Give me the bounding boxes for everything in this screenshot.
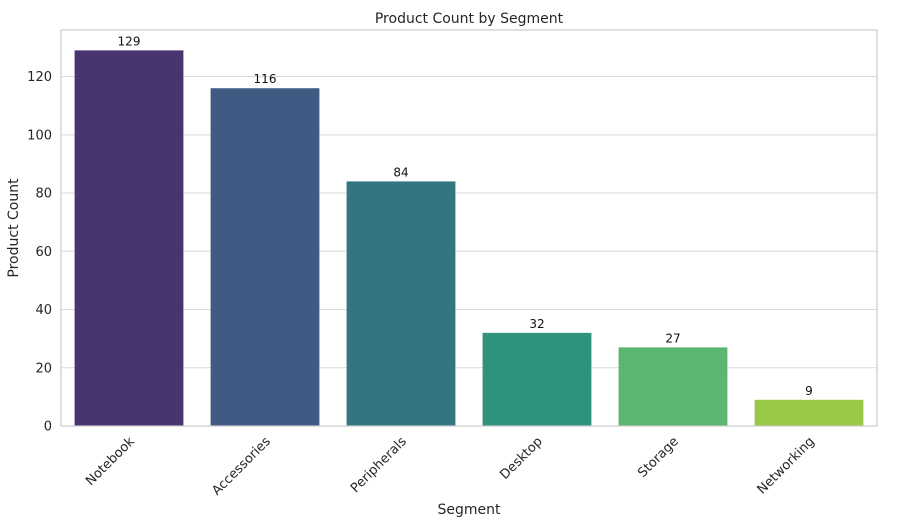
data-label-desktop: 32: [529, 317, 544, 331]
y-tick-label: 80: [35, 187, 52, 202]
y-tick-label: 100: [27, 128, 52, 143]
gridlines: [61, 76, 877, 427]
bar-desktop: [482, 332, 592, 426]
y-axis-label: Product Count: [6, 178, 22, 278]
chart-title: Product Count by Segment: [375, 11, 564, 27]
bar-notebook: [74, 50, 184, 426]
x-tick-label-networking: Networking: [755, 434, 818, 497]
y-tick-label: 60: [35, 245, 52, 260]
y-tick-label: 20: [35, 361, 52, 376]
y-tick-label: 40: [35, 303, 52, 318]
data-labels: 129 116 84 32 27 9: [118, 34, 813, 397]
bar-accessories: [210, 88, 320, 426]
plot-frame: [60, 29, 878, 427]
data-label-peripherals: 84: [393, 165, 408, 179]
bar-peripherals: [346, 181, 456, 426]
bar-networking: [754, 399, 864, 426]
x-tick-label-notebook: Notebook: [83, 434, 138, 489]
bar-storage: [618, 347, 728, 426]
y-tick-label: 0: [44, 420, 52, 435]
y-tick-label: 120: [27, 70, 52, 85]
bars: [74, 50, 864, 426]
data-label-notebook: 129: [118, 34, 141, 48]
data-label-networking: 9: [805, 384, 813, 398]
x-tick-label-desktop: Desktop: [497, 434, 546, 483]
x-tick-label-peripherals: Peripherals: [348, 434, 410, 496]
y-axis-ticks: 0 20 40 60 80 100 120: [27, 70, 52, 434]
x-tick-label-accessories: Accessories: [209, 434, 274, 499]
x-tick-label-storage: Storage: [635, 434, 682, 481]
x-axis-label: Segment: [438, 502, 502, 518]
data-label-accessories: 116: [254, 72, 277, 86]
x-axis-ticks: Notebook Accessories Peripherals Desktop Sto…: [83, 434, 818, 499]
data-label-storage: 27: [665, 331, 680, 345]
